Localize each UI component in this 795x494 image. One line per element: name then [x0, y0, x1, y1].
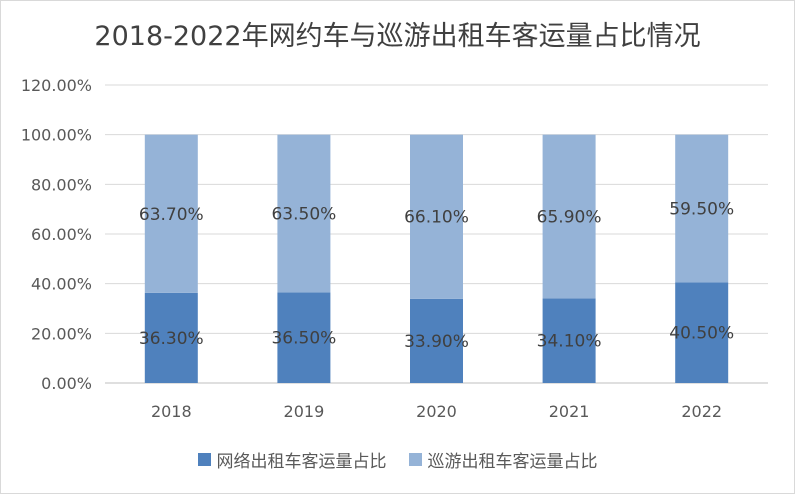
x-tick-label: 2018: [151, 402, 192, 421]
bar-cruise: [675, 134, 729, 283]
x-tick-label: 2019: [284, 402, 325, 421]
data-label: 63.50%: [271, 205, 336, 225]
data-label: 33.90%: [404, 332, 469, 352]
y-tick-label: 120.00%: [21, 76, 92, 95]
bar-online: [277, 292, 331, 383]
y-tick-label: 40.00%: [31, 275, 92, 294]
bar-cruise: [277, 134, 331, 293]
bar-cruise: [542, 134, 596, 299]
legend-label-online: 网络出租车客运量占比: [216, 452, 387, 472]
bar-online: [542, 298, 596, 383]
bar-cruise: [410, 134, 463, 299]
chart-legend: 网络出租车客运量占比 巡游出租车客运量占比: [0, 447, 795, 472]
data-label: 36.30%: [139, 329, 204, 349]
x-tick-label: 2020: [416, 402, 457, 421]
data-label: 65.90%: [537, 207, 602, 227]
chart-title: 2018-2022年网约车与巡游出租车客运量占比情况: [94, 21, 701, 52]
data-label: 40.50%: [669, 324, 734, 344]
data-label: 63.70%: [139, 205, 204, 225]
x-tick-label: 2021: [549, 402, 590, 421]
bar-online: [144, 292, 198, 383]
legend-swatch-cruise: [408, 453, 422, 466]
y-tick-label: 60.00%: [31, 225, 92, 244]
legend-swatch-online: [197, 453, 211, 466]
legend-item-cruise: 巡游出租车客运量占比: [408, 447, 598, 472]
bar-online: [410, 298, 463, 383]
data-label: 66.10%: [404, 208, 469, 228]
x-tick-label: 2022: [681, 402, 722, 421]
y-tick-label: 0.00%: [41, 374, 92, 393]
data-label: 34.10%: [537, 332, 602, 352]
bar-cruise: [144, 134, 198, 293]
y-tick-label: 80.00%: [31, 175, 92, 194]
y-tick-label: 20.00%: [31, 324, 92, 343]
legend-item-online: 网络出租车客运量占比: [197, 447, 387, 472]
y-tick-label: 100.00%: [21, 126, 92, 145]
data-label: 59.50%: [669, 200, 734, 220]
legend-label-cruise: 巡游出租车客运量占比: [427, 452, 598, 472]
data-label: 36.50%: [271, 329, 336, 349]
bar-online: [675, 282, 729, 383]
